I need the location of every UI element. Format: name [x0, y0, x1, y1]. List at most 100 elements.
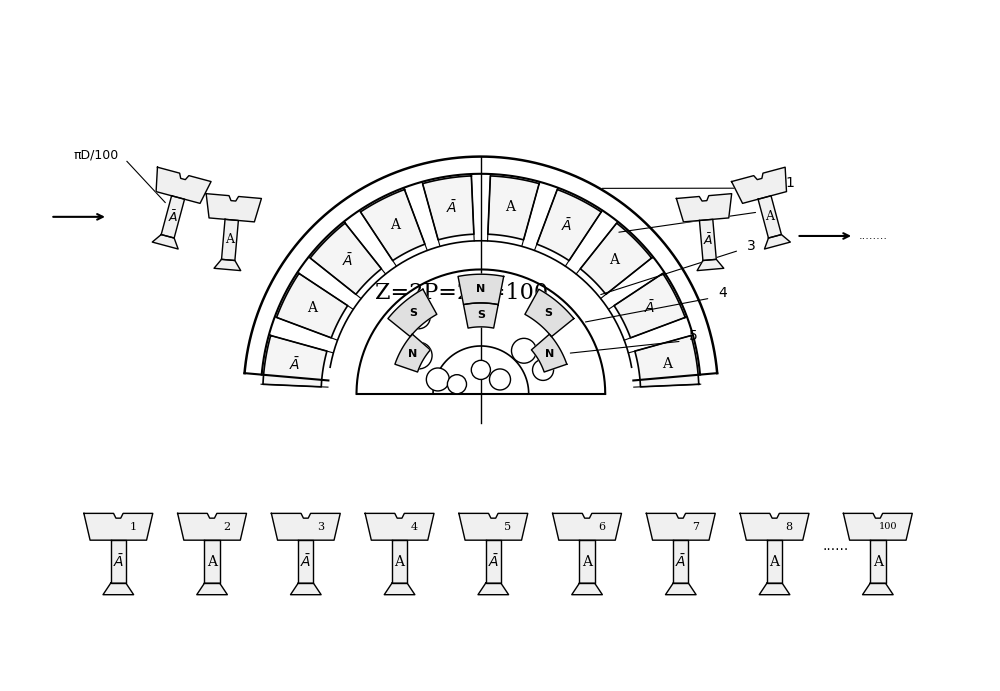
Polygon shape	[488, 176, 539, 240]
Text: S: S	[477, 310, 485, 320]
Polygon shape	[197, 583, 227, 595]
Circle shape	[533, 359, 554, 381]
Text: 6: 6	[598, 522, 605, 532]
Polygon shape	[732, 167, 787, 203]
Text: A: A	[765, 210, 774, 223]
Text: A: A	[390, 218, 400, 232]
Polygon shape	[486, 540, 501, 583]
Polygon shape	[759, 583, 790, 595]
Polygon shape	[178, 513, 247, 540]
Polygon shape	[478, 583, 509, 595]
Polygon shape	[271, 513, 340, 540]
Text: N: N	[545, 350, 554, 359]
Polygon shape	[572, 583, 602, 595]
Text: 7: 7	[692, 522, 699, 532]
Polygon shape	[673, 540, 688, 583]
Text: 5: 5	[689, 330, 698, 343]
Text: A: A	[873, 555, 883, 569]
Circle shape	[405, 342, 432, 369]
Text: 2: 2	[223, 522, 230, 532]
Polygon shape	[665, 583, 696, 595]
Circle shape	[447, 375, 467, 394]
Polygon shape	[758, 196, 781, 238]
Text: A: A	[609, 253, 619, 267]
Text: Z=2P=2X=100: Z=2P=2X=100	[375, 283, 548, 304]
Polygon shape	[863, 583, 893, 595]
Text: 3: 3	[747, 238, 756, 252]
Text: A: A	[308, 301, 318, 315]
Text: $\bar{A}$: $\bar{A}$	[561, 217, 572, 234]
Polygon shape	[103, 583, 134, 595]
Polygon shape	[310, 223, 381, 294]
Text: ......: ......	[823, 540, 849, 553]
Text: 4: 4	[718, 286, 727, 301]
Polygon shape	[392, 540, 407, 583]
Polygon shape	[697, 259, 724, 271]
Polygon shape	[635, 336, 699, 387]
Polygon shape	[298, 540, 313, 583]
Text: 4: 4	[410, 522, 418, 532]
Polygon shape	[84, 513, 153, 540]
Text: $\bar{A}$: $\bar{A}$	[113, 553, 124, 570]
Polygon shape	[204, 540, 220, 583]
Polygon shape	[291, 583, 321, 595]
Polygon shape	[646, 513, 715, 540]
Text: S: S	[409, 308, 417, 318]
Text: $\bar{A}$: $\bar{A}$	[342, 252, 353, 269]
Text: $\bar{A}$: $\bar{A}$	[289, 356, 300, 372]
Polygon shape	[614, 274, 685, 338]
Polygon shape	[525, 290, 574, 337]
Text: $\bar{A}$: $\bar{A}$	[168, 209, 178, 225]
Polygon shape	[360, 189, 425, 261]
Text: ........: ........	[859, 231, 888, 241]
Text: A: A	[207, 555, 217, 569]
Polygon shape	[699, 219, 716, 261]
Circle shape	[511, 339, 536, 363]
Polygon shape	[206, 193, 261, 222]
Text: 5: 5	[504, 522, 511, 532]
Polygon shape	[843, 513, 912, 540]
Circle shape	[407, 306, 430, 329]
Text: $\bar{A}$: $\bar{A}$	[675, 553, 686, 570]
Text: N: N	[476, 283, 485, 294]
Text: A: A	[395, 555, 405, 569]
Circle shape	[426, 368, 449, 391]
Text: $\bar{A}$: $\bar{A}$	[446, 199, 457, 216]
Text: $\bar{A}$: $\bar{A}$	[703, 232, 713, 247]
Polygon shape	[764, 234, 790, 249]
Polygon shape	[458, 274, 504, 305]
Text: $\bar{A}$: $\bar{A}$	[644, 300, 655, 316]
Polygon shape	[676, 193, 732, 222]
Text: 100: 100	[879, 522, 897, 531]
Polygon shape	[579, 540, 595, 583]
Polygon shape	[214, 259, 241, 271]
Polygon shape	[464, 303, 498, 328]
Circle shape	[489, 369, 511, 390]
Polygon shape	[740, 513, 809, 540]
Polygon shape	[553, 513, 621, 540]
Polygon shape	[277, 274, 348, 338]
Polygon shape	[263, 336, 327, 387]
Text: $\bar{A}$: $\bar{A}$	[300, 553, 311, 570]
Circle shape	[471, 360, 490, 379]
Polygon shape	[384, 583, 415, 595]
Text: A: A	[770, 555, 780, 569]
Polygon shape	[222, 219, 238, 261]
Polygon shape	[580, 223, 652, 294]
Polygon shape	[365, 513, 434, 540]
Text: 8: 8	[785, 522, 793, 532]
Polygon shape	[459, 513, 528, 540]
Text: 2: 2	[766, 200, 775, 214]
Polygon shape	[152, 234, 178, 249]
Text: πD/100: πD/100	[74, 148, 119, 161]
Text: S: S	[545, 308, 553, 318]
Polygon shape	[156, 167, 211, 203]
Text: 3: 3	[317, 522, 324, 532]
Polygon shape	[388, 290, 437, 337]
Text: 1: 1	[785, 176, 794, 190]
Text: A: A	[582, 555, 592, 569]
Polygon shape	[423, 176, 474, 240]
Polygon shape	[111, 540, 126, 583]
Text: N: N	[408, 350, 417, 359]
Text: 1: 1	[129, 522, 136, 532]
